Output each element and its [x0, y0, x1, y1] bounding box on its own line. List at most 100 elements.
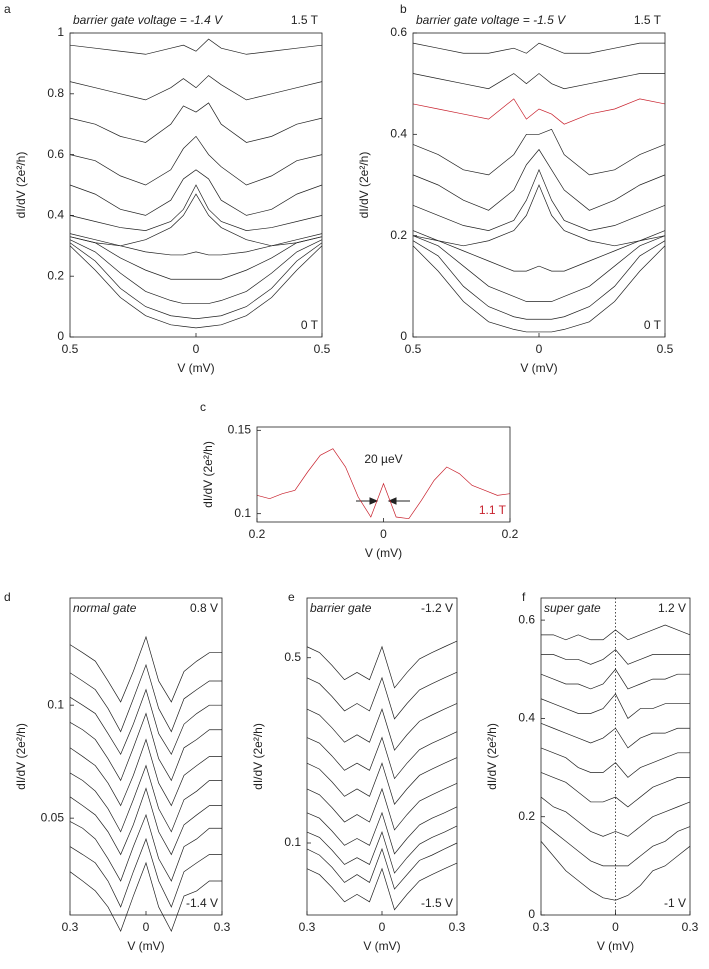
panel-label: f — [522, 590, 526, 604]
panel: 0.3 0 0.3 0.1 0.5 V (mV) dI/dV (2e²/h) e barrier… — [251, 590, 465, 953]
x-tick-label: 0.3 — [449, 920, 466, 934]
curve — [69, 236, 323, 280]
y-tick-label: 0.2 — [518, 809, 535, 823]
curve — [69, 102, 323, 143]
y-tick-label: 0.15 — [228, 423, 252, 437]
arrow-head — [387, 497, 397, 505]
curve — [306, 703, 458, 751]
x-tick-label: 0 — [612, 920, 619, 934]
curve — [412, 148, 666, 211]
top-label: -1.2 V — [421, 601, 453, 615]
x-axis-label: V (mV) — [365, 546, 402, 560]
x-axis-label: V (mV) — [177, 361, 214, 375]
bottom-label: -1.4 V — [186, 896, 218, 910]
plot-frame — [306, 597, 458, 916]
curve — [69, 712, 222, 782]
bottom-label: -1.5 V — [421, 896, 453, 910]
x-tick-label: 0.3 — [682, 920, 699, 934]
panel-label: a — [4, 2, 11, 16]
curve — [306, 825, 458, 874]
y-tick-label: 0.4 — [390, 127, 407, 141]
x-tick-label: 0.5 — [405, 342, 422, 356]
resolution-arrows — [356, 497, 410, 505]
x-tick-label: 0 — [193, 342, 200, 356]
x-tick-label: 0 — [379, 920, 386, 934]
y-tick-label: 0.1 — [234, 506, 251, 520]
y-tick-label: 0 — [528, 907, 535, 921]
y-tick-label: 0.8 — [47, 86, 64, 100]
curve — [412, 128, 666, 176]
panel-label: e — [288, 590, 295, 604]
x-tick-label: 0.5 — [314, 342, 331, 356]
curve — [69, 245, 323, 329]
curve — [69, 169, 323, 216]
y-axis-label: dI/dV (2e²/h) — [251, 723, 265, 790]
curve — [306, 757, 458, 805]
y-axis-label: dI/dV (2e²/h) — [14, 723, 28, 790]
top-label: 1.2 V — [658, 601, 686, 615]
arrow-head — [369, 497, 379, 505]
curve — [306, 671, 458, 720]
panel-title: barrier gate voltage = -1.4 V — [73, 13, 223, 27]
panel-label: c — [200, 400, 206, 414]
curve — [306, 731, 458, 780]
y-tick-label: 0.6 — [518, 612, 535, 626]
x-tick-label: 0.3 — [299, 920, 316, 934]
curve — [306, 842, 458, 890]
curve — [69, 738, 222, 807]
x-tick-label: 0 — [143, 920, 150, 934]
x-axis-label: V (mV) — [127, 939, 164, 953]
curve — [69, 184, 323, 231]
x-tick-label: 0.5 — [62, 342, 79, 356]
panel: 0.3 0 0.3 0.05 0.1 V (mV) dI/dV (2e²/h) d normal… — [4, 590, 231, 953]
curve — [306, 862, 458, 911]
x-axis-label: V (mV) — [597, 939, 634, 953]
y-tick-label: 0.1 — [47, 697, 64, 711]
plot-frame — [256, 426, 511, 523]
x-tick-label: 0 — [536, 342, 543, 356]
x-tick-label: 0.5 — [657, 342, 674, 356]
y-tick-label: 0.05 — [41, 810, 65, 824]
curve — [412, 73, 665, 90]
curve — [540, 821, 691, 867]
panel: 0.5 0 0.500.20.40.60.81V (mV)dI/dV (2e²/h)… — [4, 2, 331, 375]
curve — [69, 688, 222, 756]
curve — [69, 242, 323, 320]
y-tick-label: 1 — [57, 25, 64, 39]
panel-title: barrier gate — [310, 601, 372, 615]
y-tick-label: 0 — [57, 329, 64, 343]
x-tick-label: 0.3 — [533, 920, 550, 934]
curve — [540, 772, 690, 808]
curve — [69, 787, 222, 856]
curve — [69, 813, 222, 882]
panel-label: b — [400, 2, 407, 16]
y-tick-label: 0.2 — [47, 268, 64, 282]
top-label: 0.8 V — [190, 601, 218, 615]
curve — [69, 663, 222, 733]
top-label: 1.5 T — [291, 13, 319, 27]
curve — [69, 635, 222, 703]
panel: 0.2 0 0.2 0.1 0.15 V (mV) dI/dV (2e²/h) c 1.1 T 2… — [200, 400, 519, 560]
bottom-label: 1.1 T — [479, 503, 507, 517]
panel-title: barrier gate voltage = -1.5 V — [416, 13, 566, 27]
panel-title: super gate — [544, 601, 601, 615]
y-axis-label: dI/dV (2e²/h) — [14, 152, 28, 219]
curve — [69, 837, 222, 908]
y-tick-label: 0.1 — [284, 835, 301, 849]
x-tick-label: 0 — [380, 527, 387, 541]
x-tick-label: 0.3 — [214, 920, 231, 934]
panel-title: normal gate — [73, 601, 137, 615]
y-tick-label: 0.5 — [284, 650, 301, 664]
y-tick-label: 0.4 — [47, 208, 64, 222]
x-axis-label: V (mV) — [363, 939, 400, 953]
curve — [69, 861, 222, 932]
y-tick-label: 0.2 — [390, 228, 407, 242]
x-tick-label: 0.2 — [249, 527, 266, 541]
bottom-label: -1 V — [664, 896, 686, 910]
curve — [69, 239, 323, 304]
curve — [412, 42, 665, 54]
panel-label: d — [4, 590, 11, 604]
panel: 0.5 0 0.500.20.40.6V (mV)dI/dV (2e²/h)bbar… — [357, 2, 673, 375]
curve — [412, 245, 666, 333]
